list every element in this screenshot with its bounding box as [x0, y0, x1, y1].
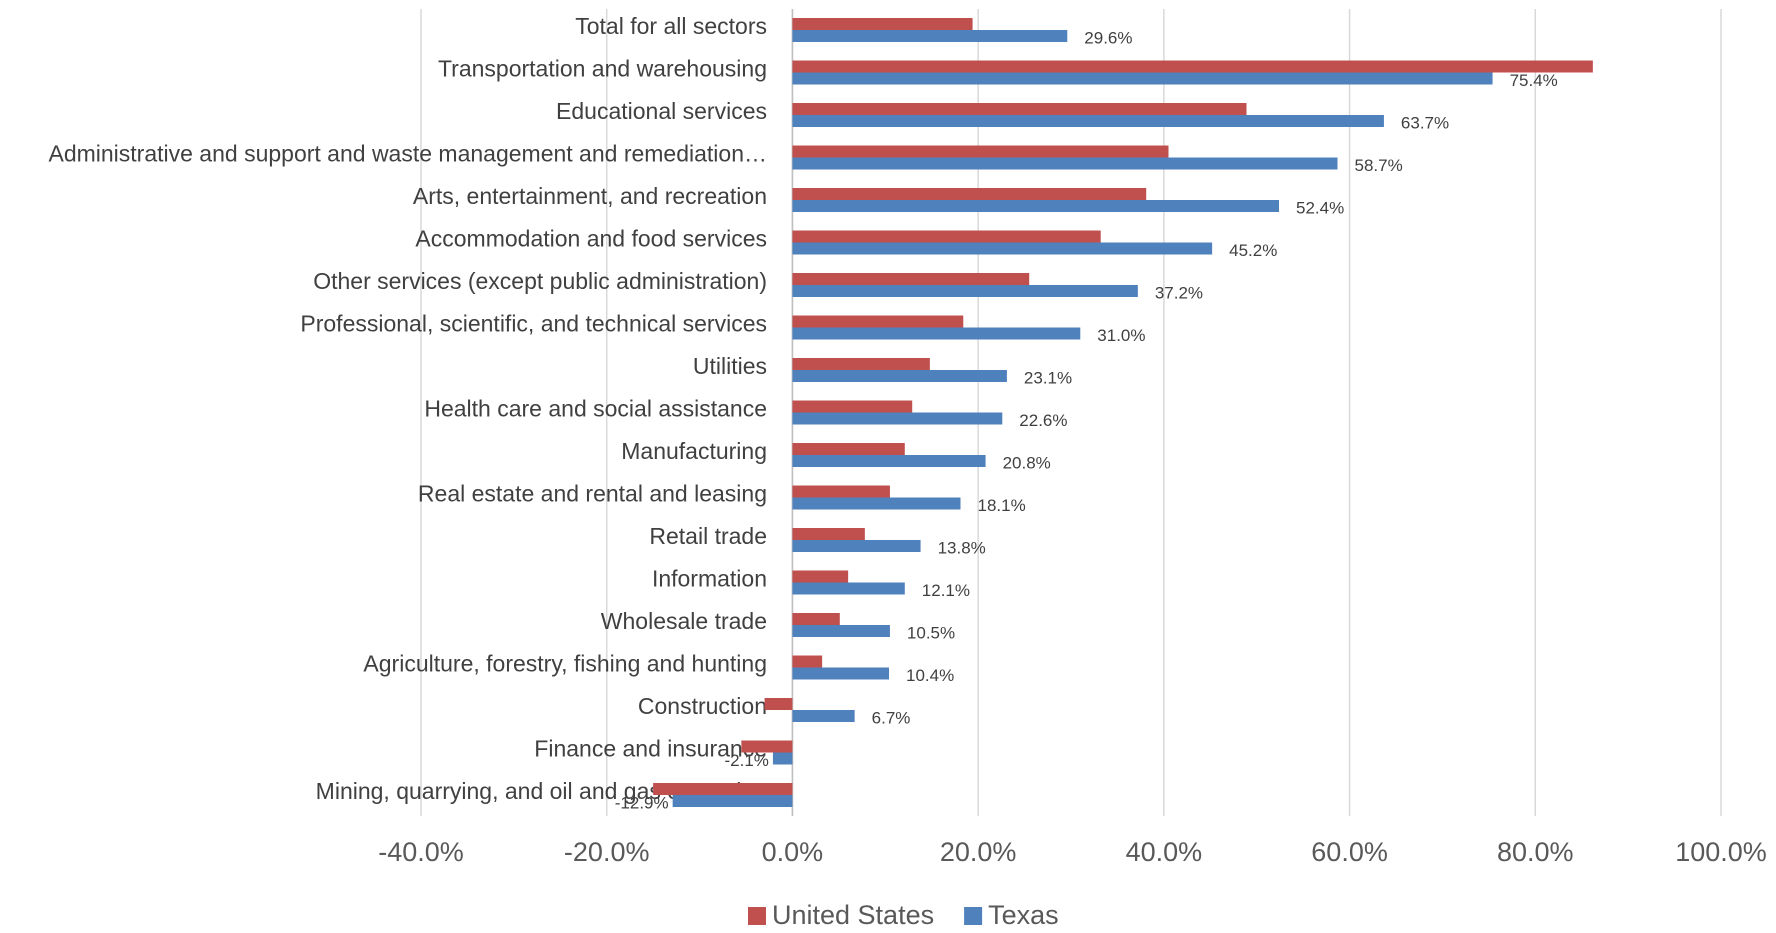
- category-label: Agriculture, forestry, fishing and hunti…: [363, 651, 767, 677]
- bar: [741, 740, 793, 753]
- bar: [672, 795, 793, 807]
- category-label: Other services (except public administra…: [313, 268, 767, 294]
- bar: [792, 540, 921, 552]
- value-label: 13.8%: [938, 538, 986, 557]
- category-label: Accommodation and food services: [415, 226, 767, 252]
- value-label: 29.6%: [1084, 28, 1132, 47]
- bar: [792, 327, 1081, 340]
- bar: [772, 752, 793, 765]
- value-label: 10.4%: [906, 666, 954, 685]
- bar: [792, 72, 1493, 85]
- bar: [792, 485, 890, 498]
- category-label: Transportation and warehousing: [438, 56, 767, 82]
- value-label: 22.6%: [1019, 411, 1067, 430]
- x-tick-label: 0.0%: [762, 837, 824, 867]
- x-tick-label: 20.0%: [940, 837, 1017, 867]
- category-label: Total for all sectors: [575, 13, 767, 39]
- value-label: 18.1%: [978, 496, 1026, 515]
- bar: [792, 60, 1593, 73]
- bar: [792, 103, 1247, 115]
- value-label: 23.1%: [1024, 368, 1072, 387]
- value-label: 75.4%: [1510, 71, 1558, 90]
- bar: [792, 455, 986, 467]
- bar: [792, 582, 905, 595]
- bar: [792, 157, 1338, 170]
- bar: [792, 145, 1169, 158]
- value-label: 12.1%: [922, 581, 970, 600]
- category-label: Wholesale trade: [601, 608, 767, 634]
- legend-label: Texas: [988, 900, 1059, 928]
- bar: [792, 497, 961, 510]
- value-label: 37.2%: [1155, 283, 1203, 302]
- bar: [792, 400, 913, 413]
- bar: [792, 18, 973, 30]
- x-tick-label: 60.0%: [1311, 837, 1388, 867]
- category-label: Arts, entertainment, and recreation: [413, 183, 767, 209]
- x-tick-label: 40.0%: [1126, 837, 1203, 867]
- category-label: Health care and social assistance: [424, 396, 767, 422]
- bar: [653, 783, 793, 795]
- bar: [792, 655, 823, 668]
- bar: [792, 30, 1068, 42]
- category-label: Administrative and support and waste man…: [48, 141, 767, 167]
- category-label: Construction: [638, 693, 767, 719]
- value-label: 45.2%: [1229, 241, 1277, 260]
- bar: [792, 625, 890, 637]
- value-label: 63.7%: [1401, 113, 1449, 132]
- bar: [792, 613, 840, 625]
- category-label: Manufacturing: [621, 438, 767, 464]
- bar: [792, 273, 1030, 285]
- x-tick-label: 80.0%: [1497, 837, 1574, 867]
- bar: [792, 710, 855, 722]
- bar: [792, 412, 1003, 425]
- value-label: 58.7%: [1355, 156, 1403, 175]
- value-label: 52.4%: [1296, 198, 1344, 217]
- value-label: 31.0%: [1097, 326, 1145, 345]
- bar: [792, 188, 1147, 200]
- bar: [792, 358, 930, 370]
- bar: [792, 285, 1138, 297]
- category-label: Retail trade: [649, 523, 767, 549]
- bar: [792, 115, 1384, 127]
- category-label: Professional, scientific, and technical …: [300, 311, 767, 337]
- category-label: Real estate and rental and leasing: [418, 481, 767, 507]
- category-label: Educational services: [556, 98, 767, 124]
- bar: [792, 200, 1279, 212]
- x-tick-label: -20.0%: [564, 837, 650, 867]
- bar: [792, 570, 849, 583]
- bar: [792, 528, 865, 540]
- value-label: -2.1%: [725, 751, 769, 770]
- bar: [792, 242, 1213, 255]
- bar: [792, 230, 1101, 243]
- legend-swatch: [748, 907, 766, 925]
- value-label: 6.7%: [872, 708, 911, 727]
- bar: [764, 698, 793, 710]
- bar: [792, 315, 964, 328]
- value-label: 10.5%: [907, 623, 955, 642]
- legend-swatch: [964, 907, 983, 925]
- category-label: Finance and insurance: [534, 736, 767, 762]
- bar: [792, 667, 889, 680]
- bar: [792, 370, 1007, 382]
- category-label: Utilities: [693, 353, 767, 379]
- x-tick-label: 100.0%: [1675, 837, 1767, 867]
- legend-label: United States: [772, 900, 934, 928]
- bar: [792, 443, 905, 455]
- value-label: 20.8%: [1003, 453, 1051, 472]
- x-tick-label: -40.0%: [378, 837, 464, 867]
- value-label: -12.9%: [615, 793, 669, 812]
- category-label: Information: [652, 566, 767, 592]
